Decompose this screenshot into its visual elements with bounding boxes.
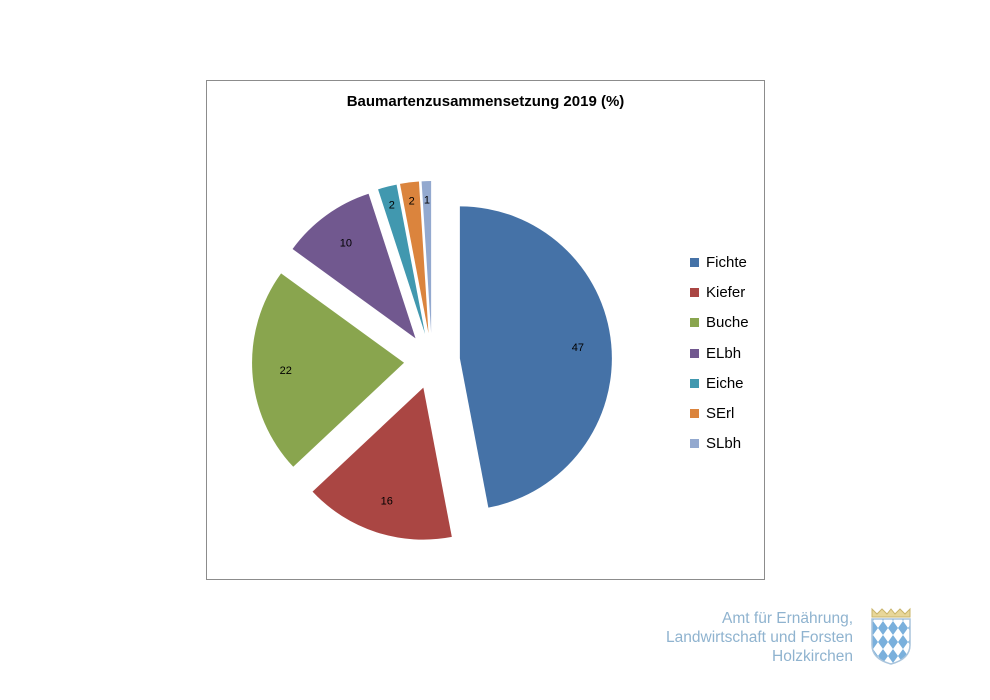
data-label-eiche: 2 xyxy=(389,199,395,211)
legend-label: SLbh xyxy=(706,435,742,453)
legend-item-slbh: SLbh xyxy=(690,429,749,459)
pie-slice-slbh xyxy=(421,181,432,334)
data-label-serl: 2 xyxy=(409,196,415,208)
data-label-buche: 22 xyxy=(280,365,292,377)
legend-swatch xyxy=(690,257,699,267)
legend-label: ELbh xyxy=(706,344,742,362)
legend-swatch xyxy=(690,409,699,419)
legend-swatch xyxy=(690,439,699,449)
data-label-slbh: 1 xyxy=(424,194,430,206)
chart-title: Baumartenzusammensetzung 2019 (%) xyxy=(346,93,625,110)
agency-name-line-2: Landwirtschaft und Forsten xyxy=(666,629,853,646)
pie-slice-buche xyxy=(252,273,405,467)
pie-slice-eiche xyxy=(378,184,426,334)
legend-item-kiefer: Kiefer xyxy=(690,277,749,307)
agency-name: Amt für Ernährung, Landwirtschaft und Fo… xyxy=(666,609,853,666)
pie-slice-kiefer xyxy=(312,387,452,540)
bavarian-coat-of-arms-icon xyxy=(871,607,911,665)
legend-label: SErl xyxy=(706,405,735,423)
legend-item-fichte: Fichte xyxy=(690,247,749,277)
legend-swatch xyxy=(690,348,699,358)
agency-name-line-1: Amt für Ernährung, xyxy=(722,610,853,627)
legend-label: Eiche xyxy=(706,374,744,392)
data-label-elbh: 10 xyxy=(340,237,352,249)
legend-item-elbh: ELbh xyxy=(690,338,749,368)
data-label-fichte: 47 xyxy=(572,342,584,354)
legend-item-eiche: Eiche xyxy=(690,368,749,398)
pie-slice-elbh xyxy=(292,193,416,339)
legend-item-buche: Buche xyxy=(690,308,749,338)
legend-label: Kiefer xyxy=(706,283,746,301)
legend-label: Buche xyxy=(706,314,749,332)
legend-swatch xyxy=(690,287,699,297)
chart-frame: Baumartenzusammensetzung 2019 (%) 47 16 22… xyxy=(206,80,765,580)
pie-slice-serl xyxy=(400,181,429,334)
pie-slice-fichte xyxy=(459,206,612,508)
data-label-kiefer: 16 xyxy=(381,495,393,507)
agency-name-line-3: Holzkirchen xyxy=(772,648,853,665)
legend-swatch xyxy=(690,378,699,388)
legend-swatch xyxy=(690,318,699,328)
legend-item-serl: SErl xyxy=(690,398,749,428)
chart-legend: Fichte Kiefer Buche ELbh Eiche SErl SLbh xyxy=(690,247,749,459)
legend-label: Fichte xyxy=(706,253,747,271)
